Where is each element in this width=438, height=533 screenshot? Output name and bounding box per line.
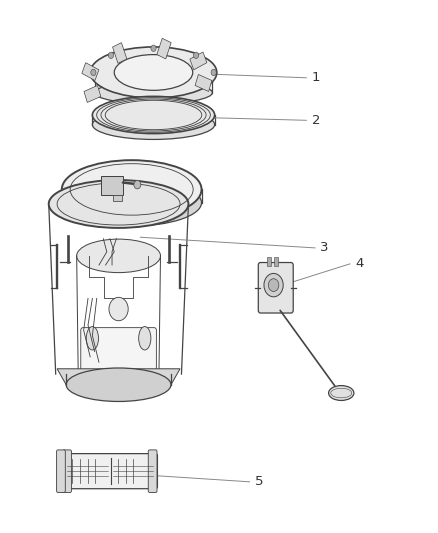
FancyBboxPatch shape	[81, 328, 156, 391]
Circle shape	[268, 279, 279, 292]
Circle shape	[109, 297, 128, 321]
Ellipse shape	[114, 54, 193, 90]
Ellipse shape	[66, 368, 171, 401]
Text: 4: 4	[355, 257, 364, 270]
Bar	[84, 85, 101, 102]
Text: 2: 2	[311, 114, 320, 127]
Bar	[157, 38, 171, 59]
Ellipse shape	[62, 179, 201, 226]
Circle shape	[108, 52, 113, 59]
Ellipse shape	[62, 160, 201, 219]
Text: 3: 3	[320, 241, 329, 254]
Circle shape	[264, 273, 283, 297]
FancyBboxPatch shape	[63, 450, 71, 492]
FancyBboxPatch shape	[148, 450, 157, 492]
Ellipse shape	[90, 47, 217, 98]
Bar	[113, 195, 122, 201]
Circle shape	[211, 69, 216, 76]
FancyBboxPatch shape	[258, 263, 293, 313]
Ellipse shape	[139, 327, 151, 350]
Bar	[101, 175, 123, 195]
Circle shape	[151, 45, 156, 51]
Polygon shape	[57, 369, 180, 385]
Circle shape	[134, 180, 141, 189]
FancyBboxPatch shape	[57, 450, 65, 492]
Ellipse shape	[95, 82, 212, 104]
Bar	[190, 52, 207, 70]
Ellipse shape	[92, 96, 215, 134]
Bar	[274, 257, 278, 266]
Text: 1: 1	[311, 71, 320, 84]
Circle shape	[91, 69, 96, 76]
Ellipse shape	[86, 327, 99, 350]
Ellipse shape	[328, 385, 354, 400]
Ellipse shape	[49, 180, 188, 228]
Bar	[82, 63, 99, 80]
Text: 5: 5	[255, 475, 263, 488]
Bar	[113, 43, 127, 63]
Bar	[195, 75, 212, 92]
Ellipse shape	[77, 239, 160, 272]
FancyBboxPatch shape	[62, 454, 157, 489]
Ellipse shape	[92, 110, 215, 140]
Bar	[268, 257, 271, 266]
Circle shape	[194, 52, 199, 59]
